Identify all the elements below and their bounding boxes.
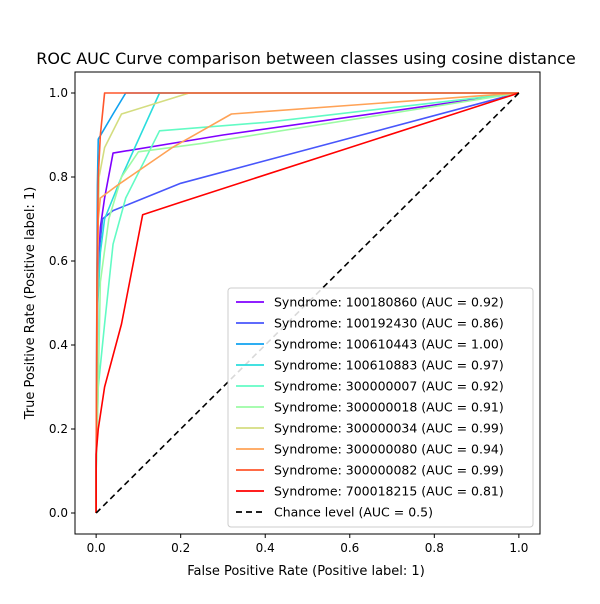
x-axis-label: False Positive Rate (Positive label: 1): [187, 564, 425, 579]
y-tick-label-5: 1.0: [49, 86, 68, 100]
x-tick-label-1: 0.2: [171, 541, 190, 555]
legend-entry-1: Syndrome: 100192430 (AUC = 0.86): [274, 316, 504, 331]
legend-entry-4: Syndrome: 300000007 (AUC = 0.92): [274, 379, 504, 394]
y-axis-label: True Positive Rate (Positive label: 1): [23, 187, 38, 421]
x-tick-label-2: 0.4: [256, 541, 275, 555]
x-tick-label-0: 0.0: [87, 541, 106, 555]
legend: Syndrome: 100180860 (AUC = 0.92) Syndrome…: [227, 287, 534, 528]
legend-entry-3: Syndrome: 100610883 (AUC = 0.97): [274, 358, 504, 373]
legend-entry-2: Syndrome: 100610443 (AUC = 1.00): [274, 337, 504, 352]
y-tick-label-2: 0.4: [49, 338, 68, 352]
legend-entry-5: Syndrome: 300000018 (AUC = 0.91): [274, 400, 504, 415]
legend-entry-8: Syndrome: 300000082 (AUC = 0.99): [274, 463, 504, 478]
x-tick-label-3: 0.6: [340, 541, 359, 555]
y-tick-label-4: 0.8: [49, 170, 68, 184]
legend-entry-0: Syndrome: 100180860 (AUC = 0.92): [274, 295, 504, 310]
legend-entry-7: Syndrome: 300000080 (AUC = 0.94): [274, 442, 504, 457]
legend-entry-9: Syndrome: 700018215 (AUC = 0.81): [274, 484, 504, 499]
legend-entry-6: Syndrome: 300000034 (AUC = 0.99): [274, 421, 504, 436]
plot-area: 0.0 0.2 0.4 0.6 0.8 1.0 0.0 0.2 0.4 0.6 0.8 1.0: [49, 71, 541, 555]
legend-entry-10: Chance level (AUC = 0.5): [274, 505, 433, 520]
x-tick-label-5: 1.0: [509, 541, 528, 555]
y-tick-label-0: 0.0: [49, 506, 68, 520]
series-line-9: [95, 92, 520, 513]
y-tick-label-3: 0.6: [49, 254, 68, 268]
chart-title: ROC AUC Curve comparison between classes…: [36, 49, 575, 68]
y-tick-label-1: 0.2: [49, 422, 68, 436]
legend-box: [227, 287, 534, 528]
x-tick-label-4: 0.8: [425, 541, 444, 555]
axes-frame: [74, 71, 541, 535]
